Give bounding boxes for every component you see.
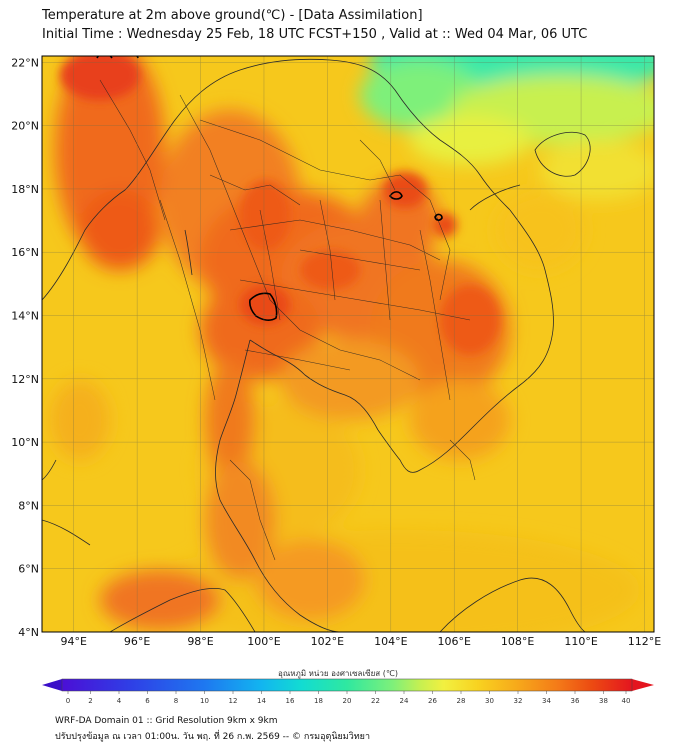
longitude-label: 96°E — [124, 635, 150, 648]
latitude-label: 22°N — [11, 56, 39, 69]
colorbar-tick-label: 2 — [88, 697, 92, 705]
latitude-label: 6°N — [18, 563, 39, 576]
colorbar-max-arrow — [632, 679, 654, 691]
colorbar-tick-label: 34 — [542, 697, 551, 705]
colorbar-tick-label: 36 — [571, 697, 580, 705]
temperature-field — [42, 56, 654, 632]
colorbar-min-arrow — [42, 679, 62, 691]
colorbar-tick-label: 10 — [200, 697, 209, 705]
latitude-label: 8°N — [18, 499, 39, 512]
graticule — [42, 56, 654, 632]
colorbar-tick-label: 40 — [622, 697, 631, 705]
latitude-label: 10°N — [11, 436, 39, 449]
longitude-label: 110°E — [564, 635, 597, 648]
colorbar-tick-label: 38 — [599, 697, 608, 705]
map-frame — [41, 55, 655, 633]
colorbar-tick-label: 4 — [117, 697, 122, 705]
chart-title: Temperature at 2m above ground(℃) - [Dat… — [42, 8, 423, 23]
longitude-label: 106°E — [438, 635, 471, 648]
colorbar-tick-label: 14 — [257, 697, 266, 705]
latitude-label: 14°N — [11, 310, 39, 323]
longitude-label: 94°E — [60, 635, 86, 648]
longitude-label: 98°E — [187, 635, 213, 648]
province-borders — [99, 79, 476, 561]
colorbar-tick-label: 22 — [371, 697, 380, 705]
colorbar-tick-label: 32 — [514, 697, 523, 705]
latitude-label: 12°N — [11, 373, 39, 386]
colorbar-tick-label: 6 — [145, 697, 150, 705]
longitude-label: 112°E — [628, 635, 661, 648]
longitude-labels: 94°E 96°E 98°E 100°E 102°E 104°E 106°E 108°E 110… — [60, 635, 661, 648]
latitude-label: 18°N — [11, 183, 39, 196]
colorbar-tick-label: 8 — [174, 697, 178, 705]
colorbar-gradient — [62, 679, 632, 691]
longitude-label: 100°E — [247, 635, 280, 648]
latitude-label: 4°N — [18, 626, 39, 639]
longitude-label: 102°E — [311, 635, 344, 648]
colorbar-tick-label: 28 — [457, 697, 466, 705]
latitude-labels: 22°N 20°N 18°N 16°N 14°N 12°N 10°N 8°N 6°N 4°N — [11, 56, 39, 639]
colorbar-tick-label: 24 — [400, 697, 409, 705]
chart-subtitle: Initial Time : Wednesday 25 Feb, 18 UTC … — [42, 27, 588, 42]
colorbar-tick-label: 18 — [314, 697, 323, 705]
colorbar-tick-label: 16 — [286, 697, 295, 705]
colorbar-tick-label: 12 — [229, 697, 238, 705]
colorbar-title: อุณหภูมิ หน่วย องศาเซลเซียส (℃) — [278, 669, 398, 678]
longitude-label: 108°E — [501, 635, 534, 648]
colorbar-tick-label: 30 — [485, 697, 494, 705]
colorbar-tick-label: 26 — [428, 697, 437, 705]
colorbar-tick-label: 0 — [66, 697, 70, 705]
footer-model-info: WRF-DA Domain 01 :: Grid Resolution 9km … — [55, 716, 278, 726]
latitude-label: 16°N — [11, 246, 39, 259]
colorbar-tick-label: 20 — [343, 697, 352, 705]
coastline — [42, 58, 591, 632]
footer-update-info: ปรับปรุงข้อมูล ณ เวลา 01:00น. วัน พฤ. ที… — [55, 732, 371, 742]
latitude-label: 20°N — [11, 120, 39, 133]
colorbar: 0 2 4 6 8 10 12 14 16 18 20 22 24 26 28 30 32 34 36 38 40 — [42, 678, 654, 705]
longitude-label: 104°E — [374, 635, 407, 648]
